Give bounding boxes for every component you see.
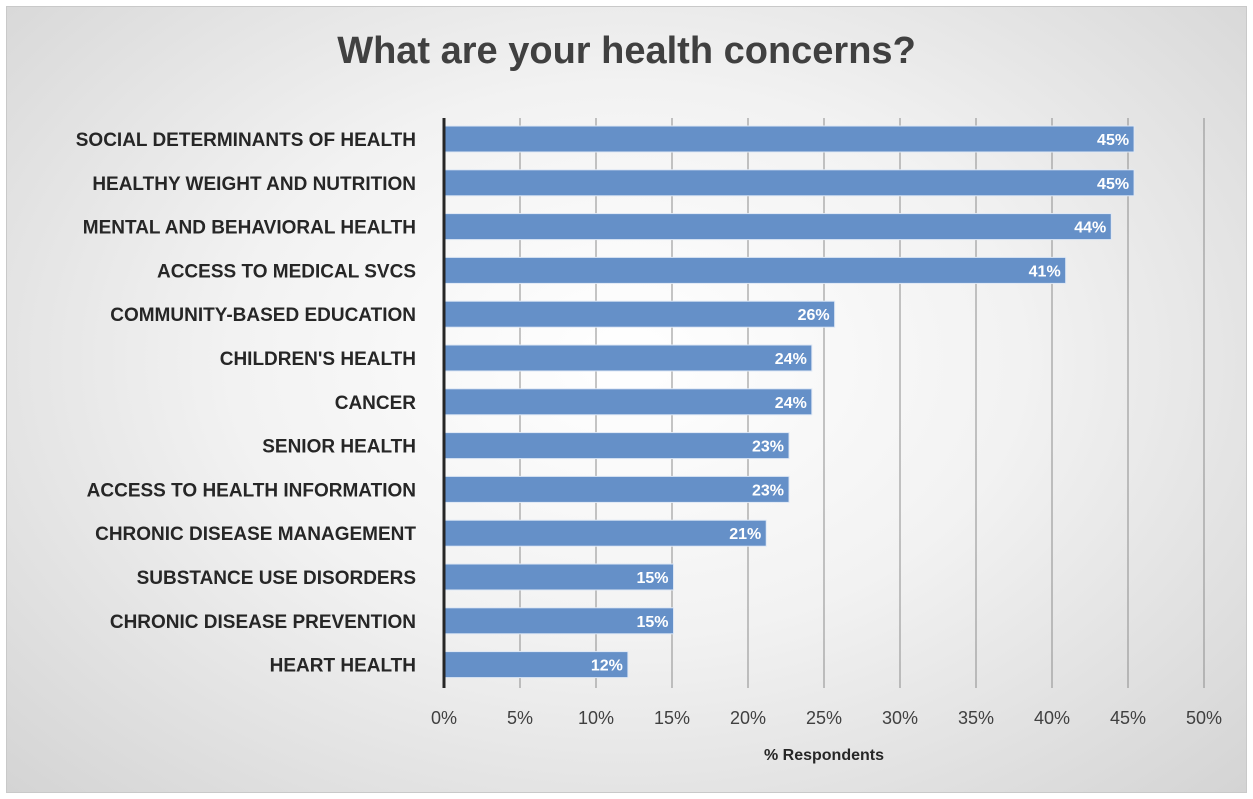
category-label: MENTAL AND BEHAVIORAL HEALTH bbox=[83, 218, 416, 239]
x-tick-label: 35% bbox=[958, 708, 994, 728]
data-label: 24% bbox=[775, 395, 807, 412]
category-label: HEALTHY WEIGHT AND NUTRITION bbox=[92, 174, 416, 195]
bar bbox=[443, 388, 813, 416]
category-label: SOCIAL DETERMINANTS OF HEALTH bbox=[76, 130, 416, 151]
data-label: 21% bbox=[729, 526, 761, 543]
category-labels: SOCIAL DETERMINANTS OF HEALTH HEALTHY WEI… bbox=[76, 130, 417, 677]
data-label: 45% bbox=[1097, 132, 1129, 149]
chart-title: What are your health concerns? bbox=[337, 30, 916, 72]
category-label: SENIOR HEALTH bbox=[262, 437, 416, 458]
x-tick-label: 20% bbox=[730, 708, 766, 728]
x-tick-labels: 0% 5% 10% 15% 20% 25% 30% 35% 40% 45% 50% bbox=[431, 708, 1222, 728]
data-labels: 45% 45% 44% 41% 26% 24% 24% 23% 23% 21% 15% 15% 12% bbox=[591, 132, 1129, 675]
category-label: COMMUNITY-BASED EDUCATION bbox=[110, 305, 416, 326]
bar bbox=[443, 563, 675, 591]
x-tick-label: 0% bbox=[431, 708, 457, 728]
category-label: CANCER bbox=[335, 393, 417, 414]
bar bbox=[443, 475, 790, 503]
data-label: 12% bbox=[591, 658, 623, 675]
data-label: 24% bbox=[775, 351, 807, 368]
x-tick-label: 30% bbox=[882, 708, 918, 728]
bar bbox=[443, 432, 790, 460]
bars bbox=[443, 125, 1135, 679]
x-tick-label: 50% bbox=[1186, 708, 1222, 728]
category-label: CHILDREN'S HEALTH bbox=[220, 349, 416, 370]
bar bbox=[443, 344, 813, 372]
data-label: 23% bbox=[752, 482, 784, 499]
category-label: SUBSTANCE USE DISORDERS bbox=[137, 568, 416, 589]
category-label: ACCESS TO MEDICAL SVCS bbox=[157, 261, 416, 282]
data-label: 15% bbox=[636, 614, 668, 631]
x-tick-label: 15% bbox=[654, 708, 690, 728]
bar bbox=[443, 169, 1135, 197]
x-tick-label: 40% bbox=[1034, 708, 1070, 728]
x-tick-label: 45% bbox=[1110, 708, 1146, 728]
data-label: 45% bbox=[1097, 176, 1129, 193]
category-label: CHRONIC DISEASE MANAGEMENT bbox=[95, 524, 416, 545]
bar bbox=[443, 125, 1135, 153]
x-axis-title: % Respondents bbox=[764, 747, 884, 764]
bar bbox=[443, 519, 767, 547]
data-label: 15% bbox=[636, 570, 668, 587]
category-label: ACCESS TO HEALTH INFORMATION bbox=[87, 480, 416, 501]
data-label: 26% bbox=[798, 307, 830, 324]
data-label: 41% bbox=[1029, 263, 1061, 280]
data-label: 23% bbox=[752, 439, 784, 456]
x-tick-label: 10% bbox=[578, 708, 614, 728]
data-label: 44% bbox=[1074, 220, 1106, 237]
x-tick-label: 25% bbox=[806, 708, 842, 728]
bar bbox=[443, 213, 1112, 241]
category-label: HEART HEALTH bbox=[270, 656, 416, 677]
category-label: CHRONIC DISEASE PREVENTION bbox=[110, 612, 416, 633]
bar bbox=[443, 256, 1067, 284]
bar bbox=[443, 300, 836, 328]
x-tick-label: 5% bbox=[507, 708, 533, 728]
